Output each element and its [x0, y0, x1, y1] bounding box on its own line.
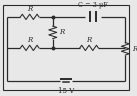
Text: R: R: [27, 5, 32, 13]
Text: C = 3 μF: C = 3 μF: [78, 1, 108, 9]
Text: R: R: [59, 28, 64, 36]
Text: R: R: [132, 45, 137, 53]
Text: R: R: [27, 36, 32, 44]
Text: R: R: [86, 36, 92, 44]
Text: 15 V: 15 V: [58, 87, 74, 95]
